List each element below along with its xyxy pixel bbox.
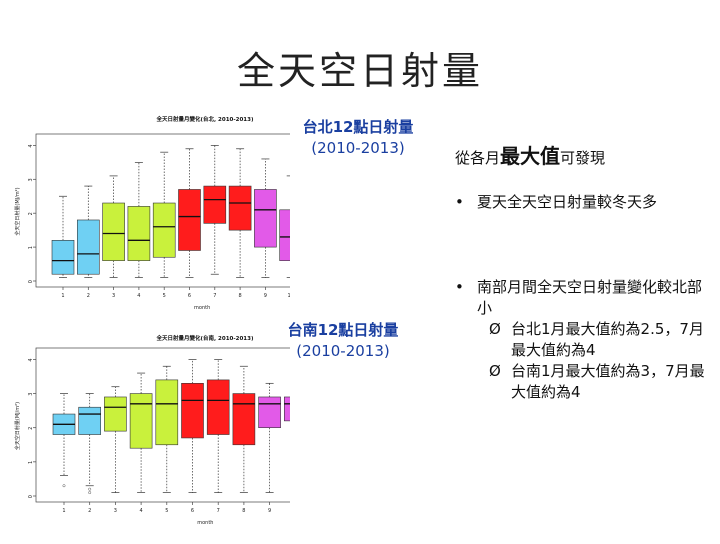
x-tick-label: 5 xyxy=(165,508,168,514)
bullet-south-variation: • 南部月間全天空日射量變化較北部小 Ø 台北1月最大值約為2.5，7月最大值約… xyxy=(455,277,705,403)
chart-title: 全天日射量月變化(台北, 2010-2013) xyxy=(156,115,254,123)
slide-title: 全天空日射量 xyxy=(236,49,483,93)
x-tick-label: 8 xyxy=(242,508,245,514)
y-tick-label: 3 xyxy=(28,178,34,181)
x-tick-label: 4 xyxy=(137,293,140,299)
tainan-label-line2: (2010-2013) xyxy=(296,342,390,360)
box-month-9 xyxy=(258,396,281,429)
box-month-3 xyxy=(102,202,125,261)
taipei-label: 台北12點日射量 (2010-2013) xyxy=(288,117,428,159)
x-tick-label: 7 xyxy=(213,293,216,299)
x-tick-label: 8 xyxy=(239,293,242,299)
boxplot-taipei-svg: 全天日射量月變化(台北, 2010-2013) 0 1 2 3 4 全天空日射量(MJ/m²… xyxy=(14,115,367,311)
x-tick-label: 6 xyxy=(191,508,194,514)
arrow-bullet-icon: Ø xyxy=(489,320,501,338)
findings-panel: 從各月最大值可發現 • 夏天全天空日射量較冬天多 • 南部月間全天空日射量變化較… xyxy=(455,140,705,401)
x-tick-label: 9 xyxy=(264,293,267,299)
bullet-summer-more: • 夏天全天空日射量較冬天多 xyxy=(455,192,705,213)
box-month-2 xyxy=(78,406,101,435)
x-tick-label: 5 xyxy=(163,293,166,299)
y-tick-label: 1 xyxy=(28,246,34,249)
y-tick-label: 1 xyxy=(28,461,34,464)
x-tick-label: 7 xyxy=(217,508,220,514)
x-tick-label: 3 xyxy=(114,508,117,514)
y-tick-label: 2 xyxy=(28,212,34,215)
x-tick-label: 4 xyxy=(140,508,143,514)
bullet-text: 夏天全天空日射量較冬天多 xyxy=(477,193,658,211)
box-month-6 xyxy=(178,189,201,251)
y-axis-label: 全天空日射量(MJ/m²) xyxy=(14,402,21,450)
y-tick-label: 3 xyxy=(28,393,34,396)
intro-post: 可發現 xyxy=(560,149,606,167)
bullet-icon: • xyxy=(455,193,464,211)
x-tick-label: 2 xyxy=(87,293,90,299)
bullet-icon: • xyxy=(455,278,464,296)
box-month-7 xyxy=(206,379,230,435)
chart-title: 全天日射量月變化(台南, 2010-2013) xyxy=(156,334,254,342)
box-month-4 xyxy=(129,393,153,449)
y-axis-label: 全天空日射量(MJ/m²) xyxy=(14,187,21,235)
intro-pre: 從各月 xyxy=(455,149,501,167)
boxplot-tainan: 全天日射量月變化(台南, 2010-2013) 0 1 2 3 4 全天空日射量(MJ/m²… xyxy=(0,328,367,544)
tainan-label: 台南12點日射量 (2010-2013) xyxy=(278,320,408,362)
sub-bullet-taipei: Ø 台北1月最大值約為2.5，7月最大值約為4 xyxy=(477,319,705,361)
x-axis-label: month xyxy=(197,520,213,526)
x-tick-label: 6 xyxy=(188,293,191,299)
box-month-7 xyxy=(203,185,227,224)
x-tick-label: 1 xyxy=(62,508,65,514)
x-tick-label: 10 xyxy=(288,293,290,299)
box-month-6 xyxy=(181,383,204,439)
taipei-label-line2: (2010-2013) xyxy=(311,139,405,157)
y-tick-label: 4 xyxy=(28,144,34,147)
bullet-text: 南部月間全天空日射量變化較北部小 xyxy=(477,278,703,317)
boxplot-tainan-svg: 全天日射量月變化(台南, 2010-2013) 0 1 2 3 4 全天空日射量(MJ/m²… xyxy=(14,334,367,526)
outlier-point xyxy=(62,484,66,488)
box-month-4 xyxy=(127,206,151,261)
sub-bullet-tainan: Ø 台南1月最大值約為3，7月最大值約為4 xyxy=(477,361,705,403)
x-tick-label: 1 xyxy=(61,293,64,299)
y-tick-label: 0 xyxy=(28,495,34,498)
y-tick-label: 4 xyxy=(28,358,34,361)
outlier-point xyxy=(88,487,92,491)
y-tick-label: 2 xyxy=(28,427,34,430)
x-tick-label: 2 xyxy=(88,508,91,514)
box-month-9 xyxy=(254,189,277,248)
sub-bullet-text: 台北1月最大值約為2.5，7月最大值約為4 xyxy=(511,320,704,359)
box-month-5 xyxy=(152,202,176,258)
box-month-10 xyxy=(283,396,307,422)
taipei-label-line1: 台北12點日射量 xyxy=(302,118,414,136)
tainan-label-line1: 台南12點日射量 xyxy=(287,321,399,339)
intro-emphasis: 最大值 xyxy=(500,144,561,168)
boxplot-taipei: 全天日射量月變化(台北, 2010-2013) 0 1 2 3 4 全天空日射量(MJ/m²… xyxy=(0,108,367,327)
x-tick-label: 3 xyxy=(112,293,115,299)
box-month-1 xyxy=(51,240,75,275)
box-month-10 xyxy=(279,209,303,261)
y-tick-label: 0 xyxy=(28,280,34,283)
x-tick-label: 9 xyxy=(268,508,271,514)
x-axis-label: month xyxy=(194,305,210,311)
box-month-3 xyxy=(104,396,127,432)
box-month-5 xyxy=(155,379,179,446)
outlier-point xyxy=(88,491,92,495)
sub-bullet-text: 台南1月最大值約為3，7月最大值約為4 xyxy=(511,362,705,401)
box-month-8 xyxy=(228,185,252,231)
box-month-2 xyxy=(77,219,100,275)
findings-intro: 從各月最大值可發現 xyxy=(455,140,705,169)
box-month-8 xyxy=(232,393,256,446)
arrow-bullet-icon: Ø xyxy=(489,362,501,380)
